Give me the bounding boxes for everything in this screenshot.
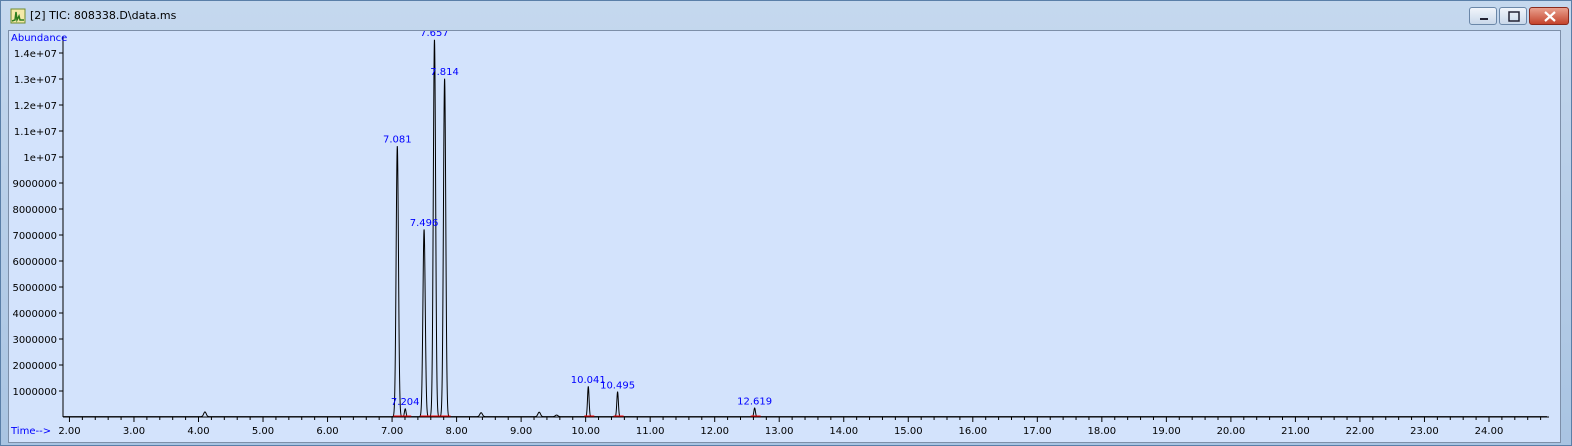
maximize-button[interactable] xyxy=(1499,7,1527,25)
y-tick-label: 1e+07 xyxy=(23,153,57,164)
peak-label: 7.204 xyxy=(391,397,420,408)
maximize-icon xyxy=(1508,11,1520,22)
peak-label: 10.041 xyxy=(571,375,606,386)
x-tick-label: 22.00 xyxy=(1346,426,1375,437)
y-tick-label: 8000000 xyxy=(12,205,57,216)
peak-label: 7.081 xyxy=(383,135,412,146)
x-tick-label: 5.00 xyxy=(252,426,274,437)
tic-trace xyxy=(63,39,1548,418)
y-tick-label: 1.4e+07 xyxy=(14,49,57,60)
x-tick-label: 16.00 xyxy=(958,426,987,437)
x-tick-label: 15.00 xyxy=(894,426,923,437)
plot-area[interactable]: 1000000 2000000 3000000 4000000 5000000 60000… xyxy=(8,30,1561,443)
x-tick-label: 8.00 xyxy=(445,426,467,437)
minimize-icon xyxy=(1480,18,1488,20)
y-tick-label: 7000000 xyxy=(12,231,57,242)
chromatogram-chart[interactable]: 1000000 2000000 3000000 4000000 5000000 60000… xyxy=(9,31,1560,442)
x-tick-label: 7.00 xyxy=(381,426,403,437)
y-tick-label: 1.3e+07 xyxy=(14,75,57,86)
window-title: [2] TIC: 808338.D\data.ms xyxy=(30,9,177,22)
peak-label: 10.495 xyxy=(600,380,635,391)
y-tick-label: 1.1e+07 xyxy=(14,127,57,138)
x-tick-label: 6.00 xyxy=(316,426,338,437)
x-tick-label: 18.00 xyxy=(1088,426,1117,437)
y-tick-label: 5000000 xyxy=(12,283,57,294)
x-tick-label: 9.00 xyxy=(510,426,532,437)
y-tick-label: 4000000 xyxy=(12,309,57,320)
x-tick-label: 11.00 xyxy=(636,426,665,437)
close-button[interactable] xyxy=(1529,7,1569,25)
x-tick-label: 14.00 xyxy=(829,426,858,437)
x-tick-label: 17.00 xyxy=(1023,426,1052,437)
close-icon xyxy=(1544,11,1556,22)
y-tick-label: 3000000 xyxy=(12,335,57,346)
title-bar[interactable]: [2] TIC: 808338.D\data.ms xyxy=(1,1,1571,31)
x-tick-label: 2.00 xyxy=(58,426,80,437)
x-tick-label: 12.00 xyxy=(700,426,729,437)
y-tick-label: 1000000 xyxy=(12,387,57,398)
peak-label: 7.496 xyxy=(410,218,439,229)
chromatogram-icon xyxy=(10,8,26,24)
y-tick-label: 6000000 xyxy=(12,257,57,268)
y-axis-label: Abundance xyxy=(11,33,67,44)
x-tick-label: 24.00 xyxy=(1475,426,1504,437)
x-axis-label: Time--> xyxy=(10,426,51,437)
x-tick-label: 19.00 xyxy=(1152,426,1181,437)
x-tick-label: 23.00 xyxy=(1410,426,1439,437)
y-tick-label: 9000000 xyxy=(12,179,57,190)
y-tick-label: 1.2e+07 xyxy=(14,101,57,112)
x-tick-label: 10.00 xyxy=(571,426,600,437)
x-tick-label: 13.00 xyxy=(765,426,794,437)
peak-label: 12.619 xyxy=(737,396,772,407)
peak-label: 7.657 xyxy=(420,31,449,39)
y-tick-label: 2000000 xyxy=(12,361,57,372)
x-tick-label: 3.00 xyxy=(123,426,145,437)
x-tick-label: 21.00 xyxy=(1281,426,1310,437)
x-tick-label: 4.00 xyxy=(187,426,209,437)
peak-label: 7.814 xyxy=(430,67,459,78)
minimize-button[interactable] xyxy=(1469,7,1497,25)
x-tick-label: 20.00 xyxy=(1217,426,1246,437)
